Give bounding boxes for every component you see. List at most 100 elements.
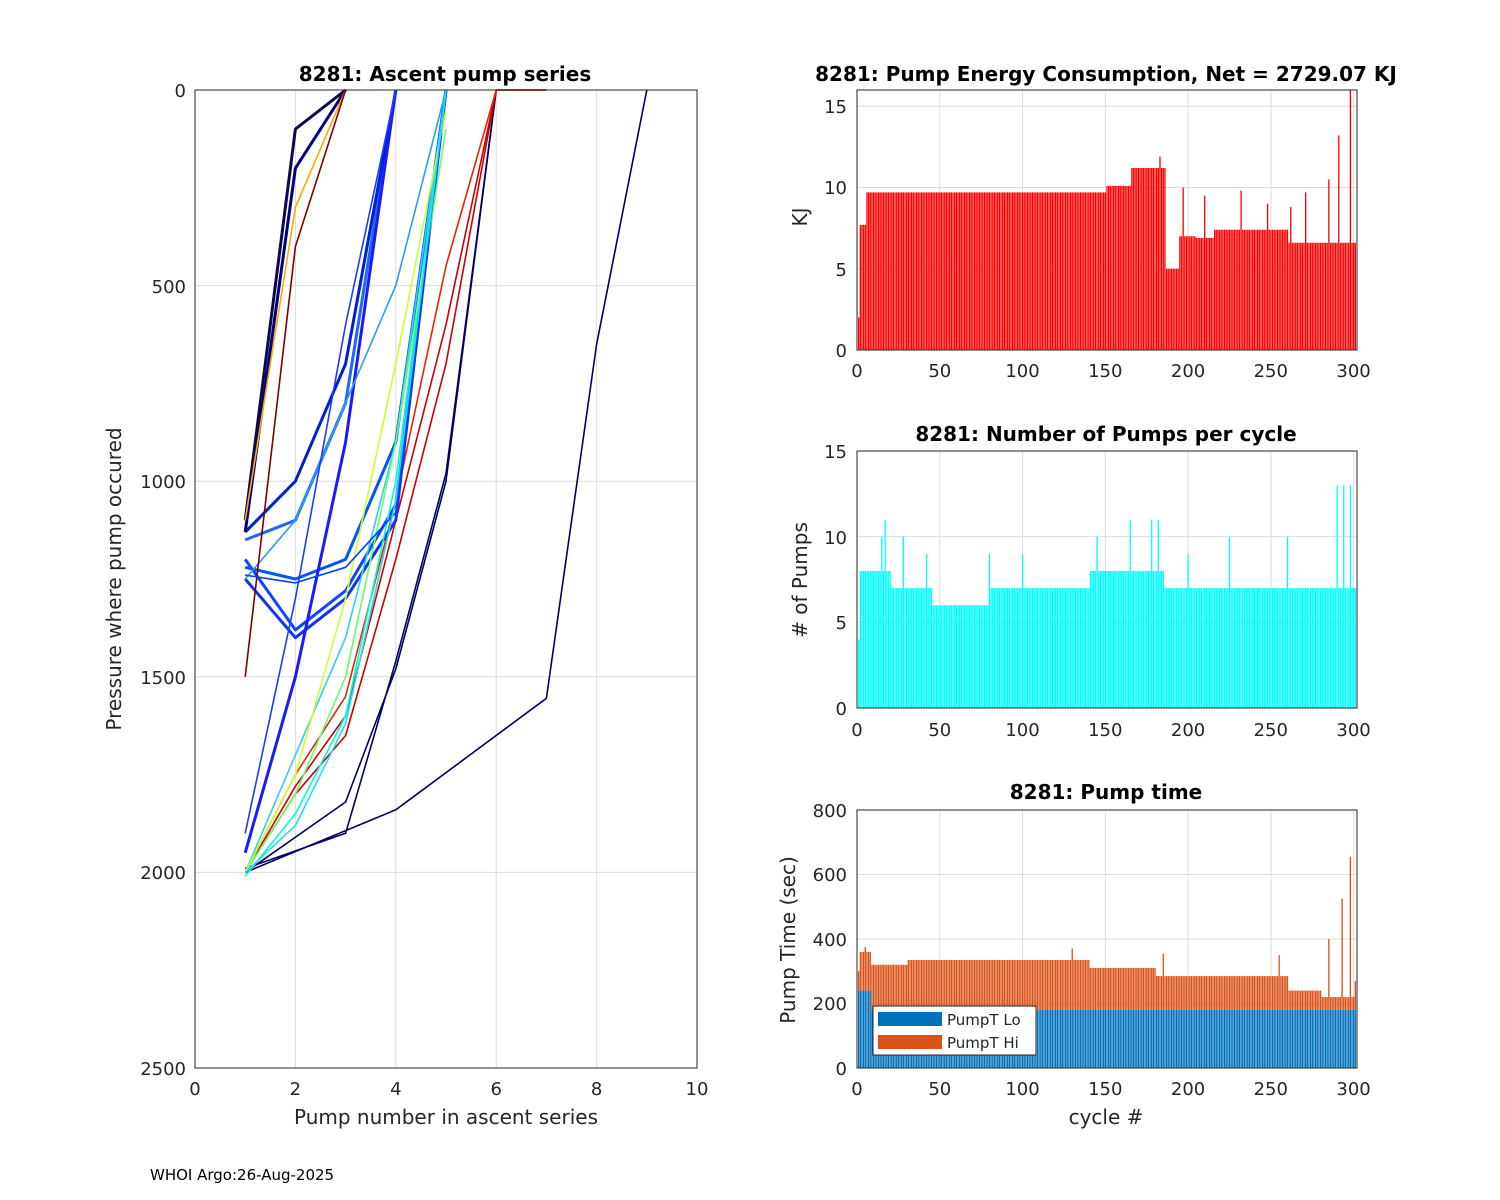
energy-bar: [1199, 237, 1201, 351]
energy-bar: [968, 192, 971, 351]
energy-bar: [1101, 192, 1103, 351]
pumpt-hi-bar: [1303, 990, 1305, 1010]
pumpt-lo-bar: [1079, 1009, 1082, 1068]
pumps-bar: [972, 605, 974, 708]
energy-bar: [1073, 192, 1075, 351]
pumpt-hi-bar: [1268, 976, 1270, 1010]
pumpt-hi-bar: [1197, 976, 1199, 1010]
energy-bar: [949, 192, 951, 351]
energy-bar: [1210, 237, 1212, 351]
pumpt-hi-bar: [1253, 976, 1256, 1010]
pumpt-hi-bar: [1291, 990, 1294, 1010]
pumpt-lo-bar: [1326, 1009, 1328, 1068]
pumpt-hi-bar: [1157, 976, 1159, 1010]
pumpt-hi-bar: [857, 971, 860, 991]
ascent-series-profile-n: [243, 88, 347, 521]
pumpt-hi-bar: [1059, 959, 1062, 1010]
energy-bar: [1303, 242, 1305, 350]
energy-bar: [859, 224, 861, 351]
energy-bar: [978, 192, 981, 351]
pumpt-hi-bar: [1175, 976, 1178, 1010]
energy-bar: [1238, 229, 1241, 350]
energy-bar: [904, 192, 906, 351]
ascent-series-profile-w: [245, 89, 447, 584]
pumpt-lo-bar: [1041, 1009, 1044, 1068]
pumpt-hi-bar: [977, 959, 979, 1010]
pumpt-lo-bar: [1091, 1009, 1093, 1068]
pumpt-lo-bar: [1273, 1009, 1275, 1068]
energy-bar: [1020, 192, 1022, 351]
energy-bar: [1078, 192, 1080, 351]
pumpt-hi-bar: [1078, 959, 1080, 1010]
energy-bar: [1139, 168, 1141, 350]
pumpt-hi-bar: [934, 959, 936, 1010]
energy-xtick-250: 250: [1254, 361, 1288, 382]
pumpt-hi-bar: [1213, 976, 1216, 1010]
energy-bar: [1045, 192, 1047, 351]
pumpt-hi-bar: [1127, 968, 1130, 1010]
pumpt-hi-bar: [1349, 856, 1352, 1010]
pumpt-hi-bar: [1084, 959, 1087, 1010]
pumpt-hi-bar: [1081, 959, 1083, 1010]
pumps-bar: [1040, 588, 1042, 708]
pumps-bar: [1025, 588, 1027, 708]
energy-bar: [1309, 242, 1312, 350]
energy-bar: [1266, 203, 1269, 350]
pumps-bar: [1195, 588, 1198, 708]
pumpt-hi-bar: [1101, 968, 1103, 1010]
ascent-series-profile-c: [244, 89, 497, 870]
pumps-bar: [891, 588, 893, 708]
pumpt-lo-bar: [1286, 1009, 1289, 1068]
pumps-bar: [987, 605, 989, 708]
pumpt-lo-bar: [1240, 1009, 1242, 1068]
pumptime-legend: PumpT Lo PumpT Hi: [872, 1005, 1037, 1056]
pumps-bar: [1030, 588, 1032, 708]
pumpt-lo-bar: [869, 990, 871, 1068]
pumpt-hi-bar: [866, 951, 868, 991]
pumps-bar: [1124, 570, 1126, 708]
pumpt-hi-bar: [1180, 976, 1183, 1010]
energy-bar: [1202, 237, 1204, 351]
energy-bar: [1208, 237, 1211, 351]
energy-bar: [1081, 192, 1083, 351]
pumps-bar: [1147, 570, 1150, 708]
pumpt-hi-bar: [968, 959, 971, 1010]
energy-bar: [1280, 229, 1282, 350]
pumps-bar: [950, 605, 953, 708]
energy-bar: [1106, 185, 1108, 351]
pumpt-hi-bar: [879, 964, 881, 1010]
pumps-bar: [1212, 588, 1214, 708]
pumpt-hi-bar: [1094, 968, 1097, 1010]
ascent-series-profile-r: [244, 128, 447, 873]
pumpt-lo-bar: [1045, 1009, 1047, 1068]
energy-bar: [1141, 168, 1143, 350]
pumpt-lo-bar: [1170, 1009, 1173, 1068]
pumpt-lo-bar: [1281, 1009, 1284, 1068]
pumps-bar: [1318, 588, 1320, 708]
pumps-bar: [1343, 485, 1345, 708]
pumpt-lo-bar: [1106, 1009, 1108, 1068]
pumpt-lo-bar: [1237, 1009, 1239, 1068]
energy-bar: [1005, 192, 1007, 351]
energy-bar: [1036, 192, 1039, 351]
pumpt-lo-bar: [1328, 1009, 1330, 1068]
energy-bar: [1061, 192, 1063, 351]
pumpt-hi-bar: [983, 959, 986, 1010]
energy-bar: [1275, 229, 1277, 350]
pumpt-lo-bar: [1271, 1009, 1274, 1068]
ascent-ytick-0: 0: [175, 81, 186, 102]
pumps-bar: [1088, 588, 1090, 708]
pumps-bar: [1112, 570, 1115, 708]
energy-bar: [1194, 236, 1196, 350]
pumps-bar: [1134, 570, 1136, 708]
energy-bar: [1338, 135, 1340, 350]
pumpt-hi-bar: [872, 964, 875, 1010]
pumps-bar: [1275, 588, 1277, 708]
pumpt-hi-bar: [1036, 959, 1039, 1010]
pumps-bar: [1021, 553, 1024, 708]
energy-title: 8281: Pump Energy Consumption, Net = 272…: [815, 62, 1397, 86]
energy-bar: [973, 192, 976, 351]
energy-bar: [892, 192, 895, 351]
pumps-bar: [1046, 588, 1049, 708]
ascent-xtick-6: 6: [490, 1079, 501, 1100]
